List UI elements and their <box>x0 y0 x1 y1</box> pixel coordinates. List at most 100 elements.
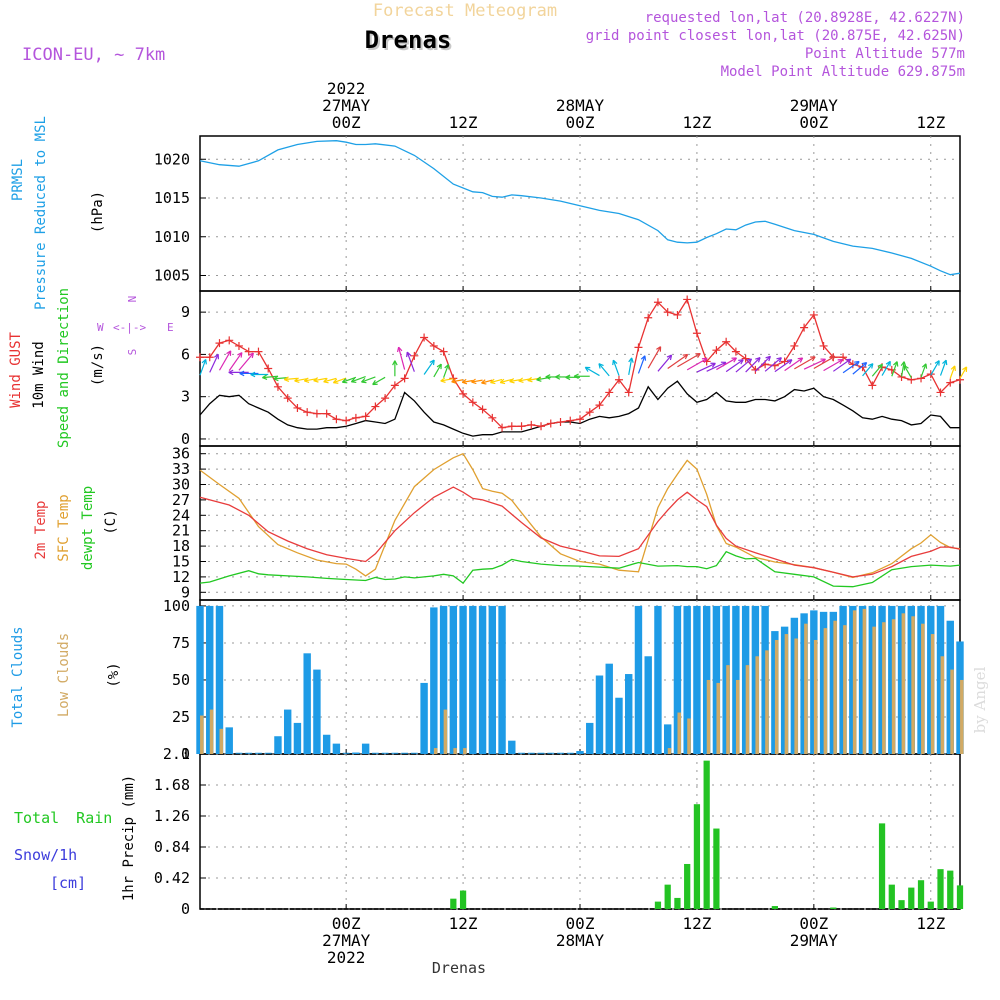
wind-arrow-head <box>303 377 310 383</box>
wind-arrow-head <box>893 361 899 367</box>
temp-ytick-label: 33 <box>172 460 190 478</box>
rain-bar <box>459 890 467 909</box>
rain-bar <box>684 863 691 909</box>
footer-station: Drenas <box>432 959 486 977</box>
rain-bar <box>917 880 925 909</box>
wind-arrow <box>696 362 716 373</box>
wind-arrow-head <box>921 363 928 369</box>
compass-north: N <box>126 296 139 303</box>
wind-arrow-head <box>776 357 782 363</box>
total-cloud-bar <box>956 641 964 754</box>
temp-ytick-label: 15 <box>172 553 190 571</box>
wind-gust-marker <box>196 353 204 362</box>
wind-arrow <box>313 377 327 382</box>
temp-ytick-label: 9 <box>181 583 190 601</box>
cloud-labels: Total Clouds Low Clouds (%) <box>10 626 122 727</box>
precip-ytick-label: 0.42 <box>154 869 190 887</box>
wind-arrow <box>361 376 376 383</box>
total-cloud-bar <box>878 605 886 754</box>
rain-bar <box>956 885 964 909</box>
wind-gust-marker <box>507 422 516 431</box>
total-cloud-bar <box>644 656 652 754</box>
wind-gust-marker <box>605 388 614 397</box>
bottom-time-label: 00Z <box>566 914 595 933</box>
pressure-labels: PRMSL Pressure Reduced to MSL (hPa) <box>10 116 106 310</box>
wind-arrow-head <box>518 377 524 383</box>
wind-gust-marker <box>800 323 809 332</box>
low-cloud-bar <box>911 616 915 754</box>
low-cloud-bar <box>745 665 750 754</box>
compass-rose: W <-|-> E N S <box>97 296 174 356</box>
low-cloud-bar <box>891 619 896 754</box>
low-cloud-bar <box>823 628 828 754</box>
wind-gust-marker <box>537 422 546 431</box>
wind-arrow <box>823 359 843 372</box>
wind-arrow-head <box>962 366 968 372</box>
wind-arrow-head <box>361 377 367 384</box>
wind-gust-marker <box>790 341 799 350</box>
low-cloud-bar <box>852 610 857 754</box>
wind-arrow-head <box>392 360 398 366</box>
model-altitude: Model Point Altitude 629.875m <box>721 64 965 80</box>
wind-arrow <box>706 361 727 372</box>
low-cloud-bar <box>667 748 672 754</box>
wind-arrow <box>273 377 288 380</box>
total-cloud-bar <box>780 626 789 754</box>
wind-gust-marker <box>205 353 214 362</box>
wind-gust-marker <box>624 388 633 397</box>
total-cloud-bar <box>819 611 828 754</box>
wind-gust-marker <box>956 375 964 384</box>
wind-arrow <box>881 361 891 376</box>
wind-arrow-head <box>273 375 279 382</box>
station-title: Drenas <box>365 26 452 54</box>
wind-arrow-head <box>598 363 604 369</box>
total-cloud-bar <box>936 605 945 754</box>
precip-ytick-label: 1.68 <box>154 776 190 794</box>
clouds-ytick-label: 25 <box>172 708 190 726</box>
wind-arrow <box>637 355 646 374</box>
wind-gust-marker <box>390 381 399 390</box>
total-cloud-bar <box>498 605 506 754</box>
wind-gust-marker <box>264 364 273 373</box>
wind-arrow <box>598 363 610 377</box>
wind-arrow <box>686 357 708 371</box>
wind-arrow <box>584 366 600 377</box>
wind-arrow-head <box>573 373 579 380</box>
low-cloud-bar <box>755 656 759 754</box>
total-cloud-bar <box>741 605 750 754</box>
precip-frame <box>199 753 961 910</box>
wind-arrow-head <box>283 376 290 382</box>
total-cloud-bar <box>293 722 302 754</box>
total-cloud-bar <box>576 751 584 754</box>
point-altitude: Point Altitude 577m <box>805 46 965 62</box>
wind-gust-marker <box>644 313 653 322</box>
compass-south: S <box>126 349 139 356</box>
wind-gust-marker <box>351 413 360 422</box>
wind-arrow-head <box>755 357 761 363</box>
snow-label: Snow/1h <box>14 846 77 864</box>
low-clouds-label: Low Clouds <box>56 633 72 717</box>
wind-arrow <box>612 359 620 376</box>
wind-gust-marker <box>361 412 370 421</box>
total-cloud-bar <box>478 605 487 754</box>
wind-gust-marker <box>683 295 692 304</box>
wind-gust-marker <box>692 329 701 338</box>
wind-arrow-head <box>584 366 591 372</box>
total-cloud-bar <box>332 743 341 754</box>
precip-labels: Total Rain Snow/1h [cm] 1hr Precip (mm) <box>14 775 137 901</box>
wind-arrow-head <box>738 359 744 365</box>
rain-bar <box>450 898 457 909</box>
wind-gust-marker <box>653 298 662 307</box>
low-cloud-bar <box>921 623 925 754</box>
wind-arrow <box>939 359 947 376</box>
wind-arrow <box>920 363 927 378</box>
wind-arrow-head <box>262 374 268 381</box>
wind-arrow-head <box>666 354 673 361</box>
wind-arrow <box>930 360 940 376</box>
wind-arrow-head <box>545 374 551 380</box>
station-title-shadow: Drenas <box>367 28 454 56</box>
total-cloud-bar <box>683 605 691 754</box>
temp-ytick-label: 27 <box>172 491 190 509</box>
wind-gust-marker <box>439 347 448 356</box>
wind-arrow-head <box>868 363 874 369</box>
